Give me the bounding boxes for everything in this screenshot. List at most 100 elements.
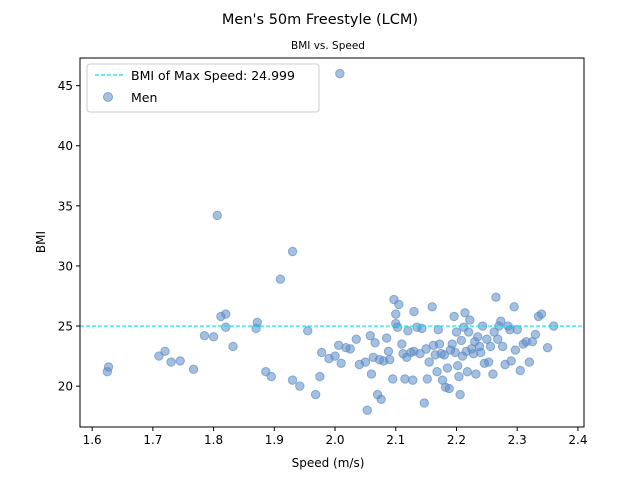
data-point [160, 346, 170, 356]
data-point [456, 335, 467, 346]
legend-men-label: Men [131, 90, 157, 105]
y-tick-label: 20 [58, 380, 73, 394]
data-point [383, 346, 394, 356]
chart-subtitle: BMI vs. Speed [291, 40, 365, 52]
plot-frame [79, 57, 585, 428]
chart-title: Men's 50m Freestyle (LCM) [222, 12, 418, 28]
data-point [493, 334, 503, 344]
x-axis-label: Speed (m/s) [292, 456, 365, 470]
x-tick-label: 2.3 [508, 433, 527, 447]
data-point [432, 367, 442, 377]
data-point [453, 361, 463, 371]
x-tick-label: 2.4 [568, 433, 587, 447]
data-point [473, 332, 483, 342]
data-point [489, 327, 499, 337]
data-point [536, 309, 547, 319]
data-point [316, 347, 327, 358]
y-axis-label: BMI [34, 231, 48, 253]
data-point [188, 364, 199, 375]
data-point [483, 357, 494, 367]
data-point [403, 326, 413, 336]
data-point [497, 341, 508, 352]
data-point [447, 339, 457, 349]
data-point [310, 389, 321, 400]
x-tick-label: 2.0 [325, 433, 344, 447]
y-tick-label: 35 [58, 199, 73, 213]
data-point [228, 341, 238, 352]
x-tick-label: 1.7 [143, 433, 162, 447]
data-point [330, 351, 340, 361]
data-point [360, 357, 371, 367]
data-point [365, 330, 375, 341]
data-point [491, 292, 501, 302]
data-point [252, 317, 263, 328]
x-tick-label: 1.8 [204, 433, 223, 447]
data-point [415, 348, 425, 359]
data-point [208, 332, 219, 342]
data-point [449, 311, 459, 322]
y-tick-label: 25 [58, 320, 73, 334]
data-point [455, 389, 465, 400]
data-point [391, 309, 401, 319]
data-point [506, 356, 516, 366]
data-point [424, 357, 434, 367]
data-point [509, 302, 519, 312]
data-point [376, 394, 386, 405]
x-tick-label: 1.6 [83, 433, 102, 447]
data-point [488, 369, 498, 379]
data-point [400, 374, 410, 384]
data-point [370, 338, 380, 348]
data-point [384, 354, 395, 365]
legend-reference-line-label: BMI of Max Speed: 24.999 [131, 68, 295, 83]
data-point [422, 374, 433, 384]
data-point [524, 357, 535, 367]
data-point [303, 326, 313, 336]
data-point [266, 371, 276, 382]
data-point [496, 316, 506, 326]
data-point [103, 362, 114, 372]
data-point [199, 330, 210, 341]
x-tick-label: 2.2 [447, 433, 466, 447]
y-tick-label: 30 [58, 259, 73, 273]
data-point [439, 350, 450, 360]
data-point [463, 327, 474, 337]
data-point [388, 374, 398, 384]
data-point [212, 210, 222, 221]
data-point [381, 333, 392, 343]
data-point [427, 302, 437, 312]
data-point [460, 308, 470, 318]
data-point [175, 356, 185, 366]
data-point [154, 351, 164, 361]
data-point [476, 347, 486, 358]
data-point [287, 375, 298, 385]
data-point [336, 358, 346, 368]
data-point [451, 327, 462, 337]
data-point [345, 344, 355, 354]
data-point [530, 329, 541, 340]
plot-area: 1.6 1.7 1.8 1.9 2.0 2.1 2.2 2.3 2.4 20 25 30 35 40 45 [58, 57, 587, 447]
data-point [408, 375, 418, 385]
y-tick-label: 45 [58, 79, 73, 93]
data-point [351, 334, 361, 344]
data-point [409, 306, 419, 317]
data-point [442, 363, 453, 373]
data-point [450, 347, 460, 358]
data-point [485, 341, 496, 352]
data-point [454, 371, 464, 382]
data-point [221, 309, 231, 319]
data-point [434, 339, 445, 349]
data-point [275, 274, 286, 284]
legend: BMI of Max Speed: 24.999 Men [86, 63, 320, 113]
data-point [166, 357, 176, 367]
data-point [315, 371, 325, 382]
data-point [419, 398, 429, 408]
data-point [471, 369, 481, 379]
data-point [515, 365, 525, 376]
data-point [444, 383, 454, 394]
data-point [512, 324, 522, 335]
data-point [295, 381, 305, 391]
y-tick-label: 40 [58, 139, 73, 153]
data-point [394, 299, 404, 310]
